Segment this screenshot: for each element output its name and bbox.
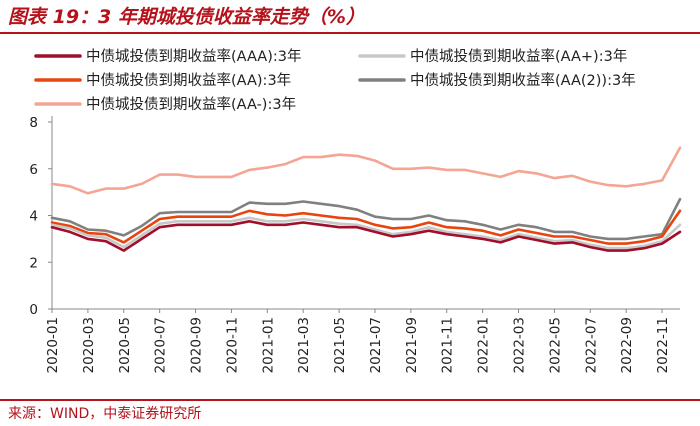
x-tick-label: 2022-09 [619,317,635,373]
x-tick-label: 2021-09 [404,317,420,373]
x-tick-label: 2020-01 [45,317,61,373]
series-line-1 [50,216,682,250]
x-tick-label: 2021-03 [296,317,312,373]
axes: 0 2 4 6 8 2020-01 2020-03 2020-05 2020-07 2020-09… [29,115,680,373]
y-tick-label: 6 [29,162,38,178]
y-tick-label: 8 [29,115,38,131]
legend-label-4: 中债城投债到期收益率(AA-):3年 [86,96,296,113]
series-lines [50,146,682,252]
series-line-2 [50,209,682,245]
legend-label-0: 中债城投债到期收益率(AAA):3年 [86,48,302,65]
x-tick-label: 2021-11 [440,317,456,373]
x-tick-label: 2022-01 [476,317,492,373]
x-tick-label: 2022-05 [547,317,563,373]
chart-title: 图表 19：3 年期城投债收益率走势（%） [8,6,365,28]
x-tick-label: 2020-07 [153,317,169,373]
x-tick-label: 2020-09 [189,317,205,373]
y-tick-label: 4 [29,209,38,225]
title-divider [0,32,700,34]
series-line-4 [50,146,682,195]
legend-label-2: 中债城投债到期收益率(AA):3年 [86,72,291,89]
x-tick-label: 2022-03 [512,317,528,373]
series-line-0 [50,220,682,252]
y-tick-label: 0 [29,302,38,318]
x-tick-label: 2020-11 [224,317,240,373]
x-tick-label: 2021-07 [368,317,384,373]
x-tick-label: 2022-07 [583,317,599,373]
x-tick-label: 2022-11 [655,317,671,373]
x-tick-label: 2021-01 [260,317,276,373]
series-line-3 [50,197,682,241]
footer-divider [0,399,700,401]
x-tick-label: 2020-05 [117,317,133,373]
line-chart: 中债城投债到期收益率(AAA):3年 中债城投债到期收益率(AA+):3年中债城投… [29,48,682,373]
legend: 中债城投债到期收益率(AAA):3年 中债城投债到期收益率(AA+):3年中债城投… [34,48,636,113]
legend-label-3: 中债城投债到期收益率(AA(2)):3年 [410,72,636,89]
source-note: 来源：WIND，中泰证券研究所 [8,406,202,422]
x-tick-label: 2021-05 [332,317,348,373]
y-tick-label: 2 [29,255,38,271]
legend-label-1: 中债城投债到期收益率(AA+):3年 [410,48,627,65]
x-tick-label: 2020-03 [81,317,97,373]
